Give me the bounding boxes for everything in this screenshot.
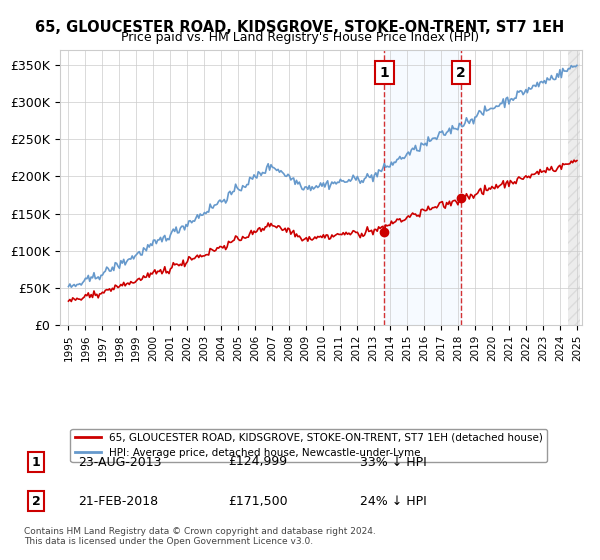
Text: 23-AUG-2013: 23-AUG-2013 [78, 455, 161, 469]
Text: 1: 1 [32, 455, 40, 469]
Text: 21-FEB-2018: 21-FEB-2018 [78, 494, 158, 508]
Bar [385, 50, 461, 325]
Text: £171,500: £171,500 [228, 494, 287, 508]
Legend: 65, GLOUCESTER ROAD, KIDSGROVE, STOKE-ON-TRENT, ST7 1EH (detached house), HPI: A: 65, GLOUCESTER ROAD, KIDSGROVE, STOKE-ON… [70, 429, 547, 462]
Text: 2: 2 [456, 66, 466, 80]
Text: 24% ↓ HPI: 24% ↓ HPI [360, 494, 427, 508]
Text: 65, GLOUCESTER ROAD, KIDSGROVE, STOKE-ON-TRENT, ST7 1EH: 65, GLOUCESTER ROAD, KIDSGROVE, STOKE-ON… [35, 20, 565, 35]
Text: Contains HM Land Registry data © Crown copyright and database right 2024.
This d: Contains HM Land Registry data © Crown c… [24, 526, 376, 546]
Text: Price paid vs. HM Land Registry's House Price Index (HPI): Price paid vs. HM Land Registry's House … [121, 31, 479, 44]
Text: 2: 2 [32, 494, 40, 508]
Text: 1: 1 [380, 66, 389, 80]
Text: 33% ↓ HPI: 33% ↓ HPI [360, 455, 427, 469]
Text: £124,999: £124,999 [228, 455, 287, 469]
Bar [568, 50, 580, 325]
